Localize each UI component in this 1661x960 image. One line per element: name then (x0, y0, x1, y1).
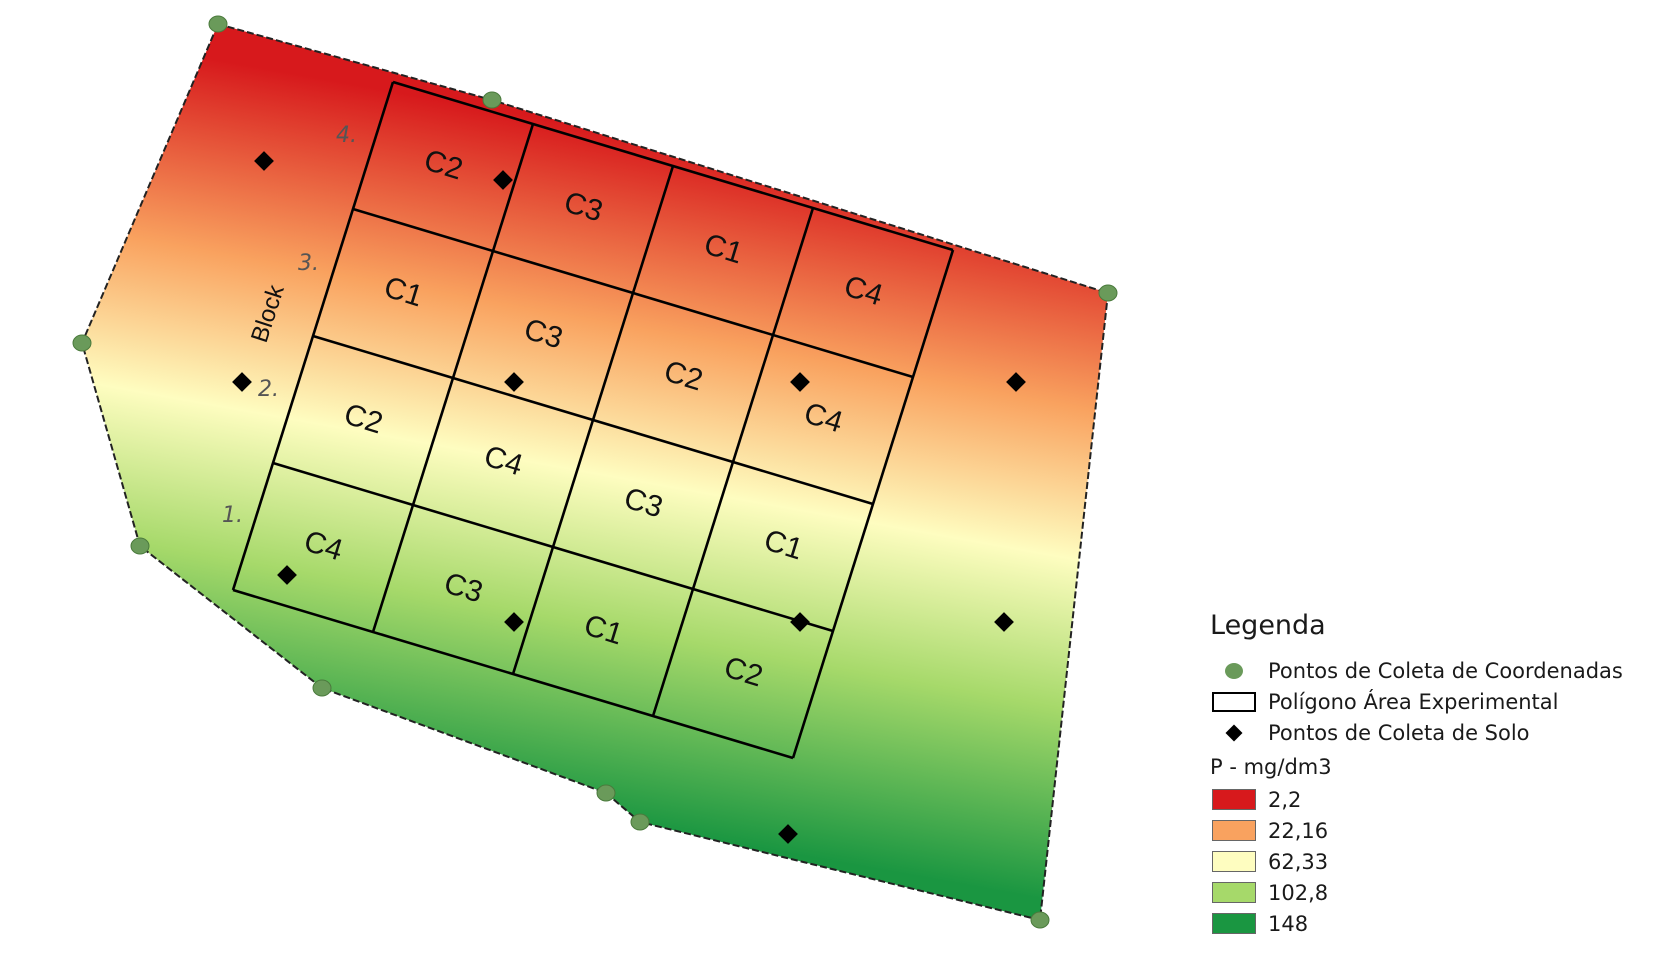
soil-sample-point (504, 612, 524, 632)
soil-sample-point (493, 170, 513, 190)
block-number-2: 2. (258, 377, 279, 402)
soil-sample-point (1006, 372, 1026, 392)
coordinate-point (312, 679, 332, 697)
legend-class-4: 148 (1210, 908, 1650, 939)
coordinate-point (1098, 284, 1118, 302)
polygon-outline-icon (1212, 691, 1256, 712)
legend-class-3: 102,8 (1210, 877, 1650, 908)
legend: Legenda Pontos de Coleta de Coordenadas … (1210, 610, 1650, 939)
coordinate-point (1030, 911, 1050, 929)
soil-sample-point (504, 372, 524, 392)
soil-sample-point (790, 612, 810, 632)
grid-line-col (511, 165, 675, 675)
legend-item-coord-points: Pontos de Coleta de Coordenadas (1210, 655, 1650, 686)
black-diamond-icon (1225, 724, 1243, 741)
legend-class-label: 148 (1268, 911, 1309, 936)
block-number-3: 3. (298, 251, 319, 276)
coordinate-point (482, 91, 502, 109)
legend-item-polygon: Polígono Área Experimental (1210, 686, 1650, 717)
legend-class-1: 22,16 (1210, 815, 1650, 846)
grid-line-col (231, 81, 395, 591)
grid-line-col (791, 249, 955, 759)
legend-class-label: 102,8 (1268, 880, 1329, 905)
legend-class-2: 62,33 (1210, 846, 1650, 877)
coordinate-point (630, 813, 650, 831)
coordinate-point (208, 15, 228, 33)
soil-sample-point (277, 565, 297, 585)
coordinate-point (596, 784, 616, 802)
legend-class-label: 2,2 (1268, 787, 1302, 812)
coordinate-point (72, 334, 92, 352)
soil-sample-point (778, 824, 798, 844)
grid-line-col (371, 123, 535, 633)
field-boundary (80, 22, 1110, 922)
green-dot-icon (1225, 662, 1243, 679)
legend-title: Legenda (1210, 610, 1326, 641)
legend-class-0: 2,2 (1210, 784, 1650, 815)
block-number-1: 1. (222, 503, 243, 528)
legend-variable: P - mg/dm3 (1210, 755, 1332, 779)
grid-line-col (651, 207, 815, 717)
soil-sample-point (232, 372, 252, 392)
color-swatch (1212, 913, 1256, 934)
legend-class-label: 62,33 (1268, 849, 1329, 874)
soil-sample-point (790, 372, 810, 392)
soil-sample-points (232, 151, 1026, 844)
experimental-area-polygon (231, 80, 955, 760)
color-swatch (1212, 851, 1256, 872)
block-number-4: 4. (336, 123, 357, 148)
color-swatch (1212, 882, 1256, 903)
legend-class-label: 22,16 (1268, 818, 1329, 843)
color-swatch (1212, 820, 1256, 841)
color-swatch (1212, 789, 1256, 810)
legend-item-soil-points: Pontos de Coleta de Solo (1210, 717, 1650, 748)
coordinate-point (130, 537, 150, 555)
soil-sample-point (994, 612, 1014, 632)
coordinate-points (72, 15, 1118, 929)
legend-classes: 2,2 22,16 62,33 102,8 148 (1210, 784, 1650, 939)
soil-sample-point (254, 151, 274, 171)
